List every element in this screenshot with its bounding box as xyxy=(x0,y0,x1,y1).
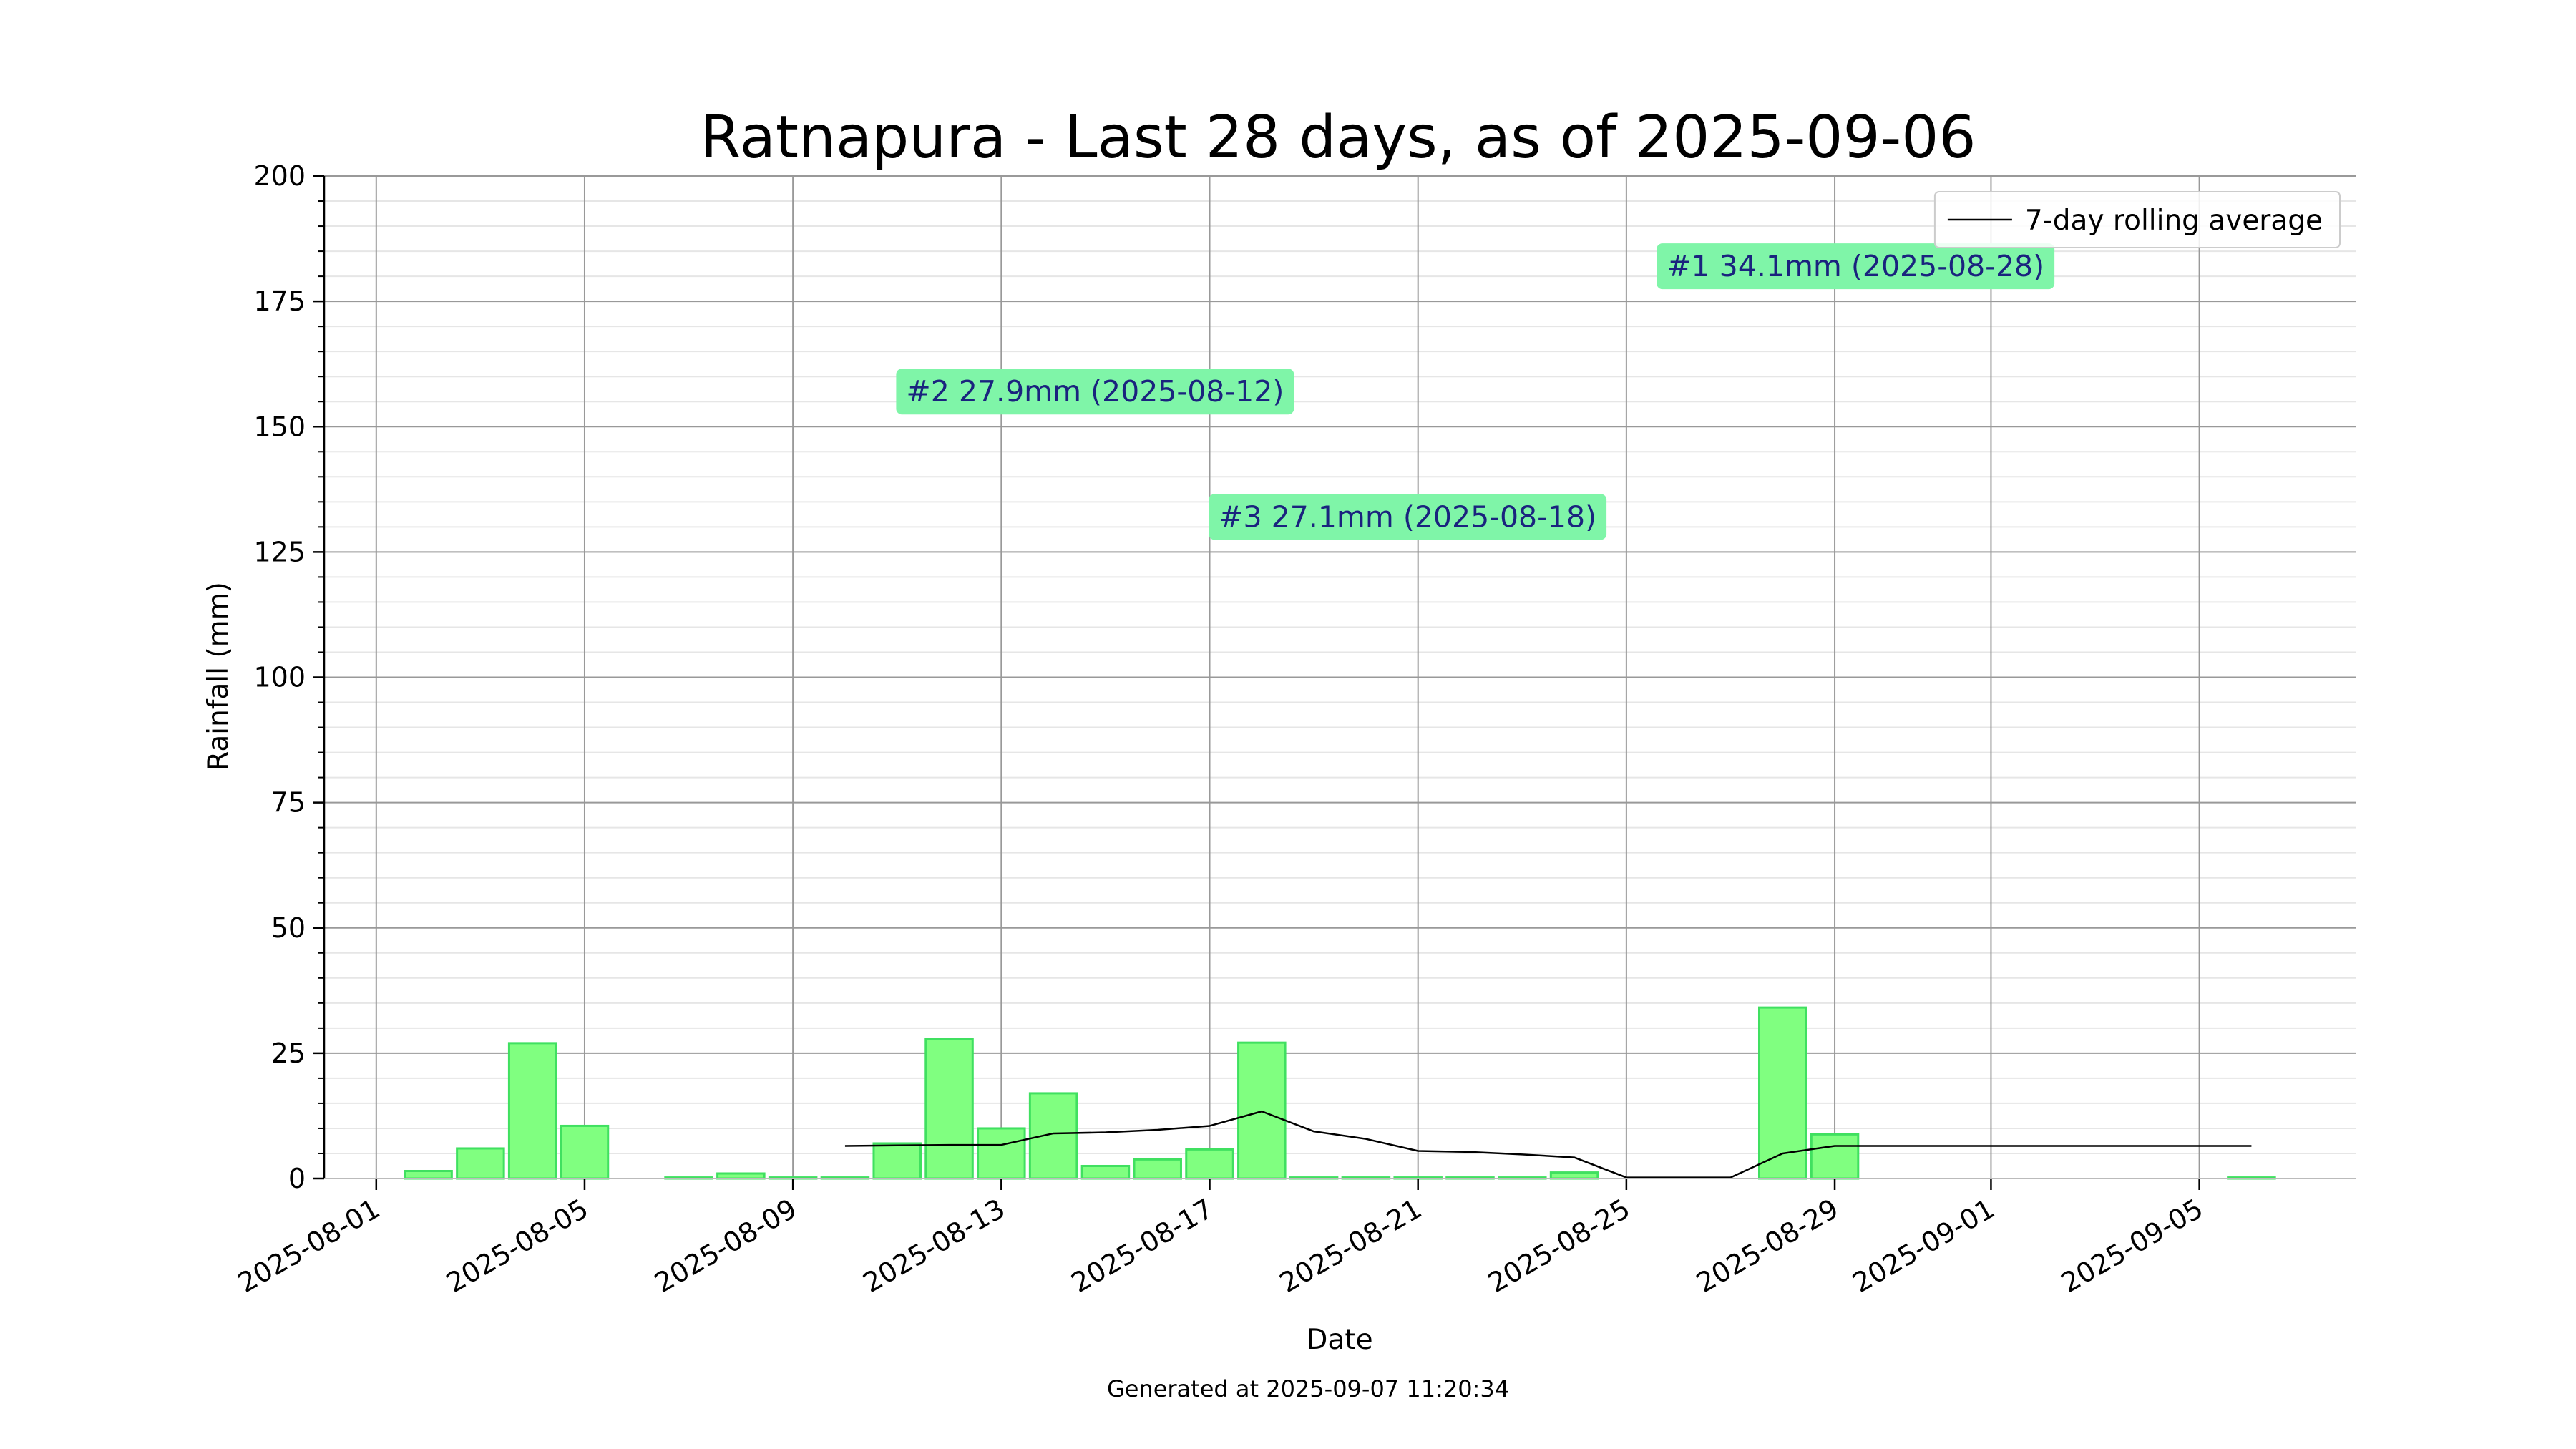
x-tick-label: 2025-08-05 xyxy=(441,1193,593,1299)
rainfall-bar xyxy=(1028,1092,1078,1180)
x-tick-label: 2025-08-29 xyxy=(1691,1193,1843,1299)
annotation-label: #1 34.1mm (2025-08-28) xyxy=(1657,243,2055,290)
x-tick-label: 2025-08-21 xyxy=(1274,1193,1427,1299)
legend: 7-day rolling average xyxy=(1933,191,2341,248)
annotation-label: #2 27.9mm (2025-08-12) xyxy=(896,369,1294,415)
annotation-box xyxy=(1209,494,1607,540)
rainfall-bar xyxy=(716,1172,766,1180)
y-tick-label: 150 xyxy=(253,411,306,442)
x-tick-label: 2025-08-01 xyxy=(233,1193,385,1299)
chart-title: Ratnapura - Last 28 days, as of 2025-09-… xyxy=(700,104,1976,172)
y-tick-label: 200 xyxy=(253,160,306,192)
x-tick-label: 2025-08-25 xyxy=(1483,1193,1635,1299)
rainfall-bar xyxy=(456,1147,505,1180)
annotation-text: #2 27.9mm (2025-08-12) xyxy=(906,374,1284,409)
top-rainfall-annotations: #1 34.1mm (2025-08-28) #2 27.9mm (2025-08… xyxy=(896,243,2055,540)
rainfall-bar xyxy=(404,1169,453,1180)
x-tick-label: 2025-08-17 xyxy=(1066,1193,1219,1299)
x-tick-label: 2025-08-09 xyxy=(649,1193,801,1299)
rainfall-bar xyxy=(1810,1133,1860,1180)
rolling-average-series xyxy=(844,1110,2252,1179)
rainfall-bar xyxy=(1133,1158,1182,1180)
annotation-box xyxy=(1657,243,2055,290)
x-tick-label: 2025-09-05 xyxy=(2056,1193,2208,1299)
y-tick-label: 125 xyxy=(253,536,306,567)
rainfall-bar xyxy=(924,1038,974,1180)
legend-label: 7-day rolling average xyxy=(2025,205,2323,237)
rainfall-bar xyxy=(560,1124,610,1180)
rainfall-bar xyxy=(1185,1148,1234,1180)
annotation-box xyxy=(896,369,1294,415)
rainfall-bar xyxy=(872,1142,922,1180)
x-tick-label: 2025-08-13 xyxy=(858,1193,1010,1299)
rainfall-bars xyxy=(404,1006,2276,1180)
annotation-label: #3 27.1mm (2025-08-18) xyxy=(1209,494,1607,540)
legend-box xyxy=(1933,191,2341,248)
annotation-text: #3 27.1mm (2025-08-18) xyxy=(1219,499,1596,534)
x-tick-label: 2025-09-01 xyxy=(1848,1193,2000,1299)
rainfall-bar xyxy=(1549,1171,1599,1180)
x-axis-label: Date xyxy=(1306,1324,1372,1356)
rainfall-bar xyxy=(977,1127,1026,1180)
y-axis-label: Rainfall (mm) xyxy=(203,582,235,771)
y-tick-label: 75 xyxy=(271,787,306,819)
y-tick-label: 175 xyxy=(253,286,306,317)
rainfall-bar xyxy=(1757,1006,1807,1180)
y-tick-label: 25 xyxy=(271,1038,306,1069)
rainfall-bar xyxy=(1080,1164,1131,1180)
annotation-text: #1 34.1mm (2025-08-28) xyxy=(1667,249,2044,283)
generated-timestamp: Generated at 2025-09-07 11:20:34 xyxy=(1107,1375,1509,1402)
y-tick-label: 0 xyxy=(288,1163,306,1194)
rainfall-bar xyxy=(507,1042,557,1180)
rolling-average-line xyxy=(844,1110,2252,1179)
y-tick-label: 100 xyxy=(253,662,306,693)
y-tick-label: 50 xyxy=(271,912,306,944)
